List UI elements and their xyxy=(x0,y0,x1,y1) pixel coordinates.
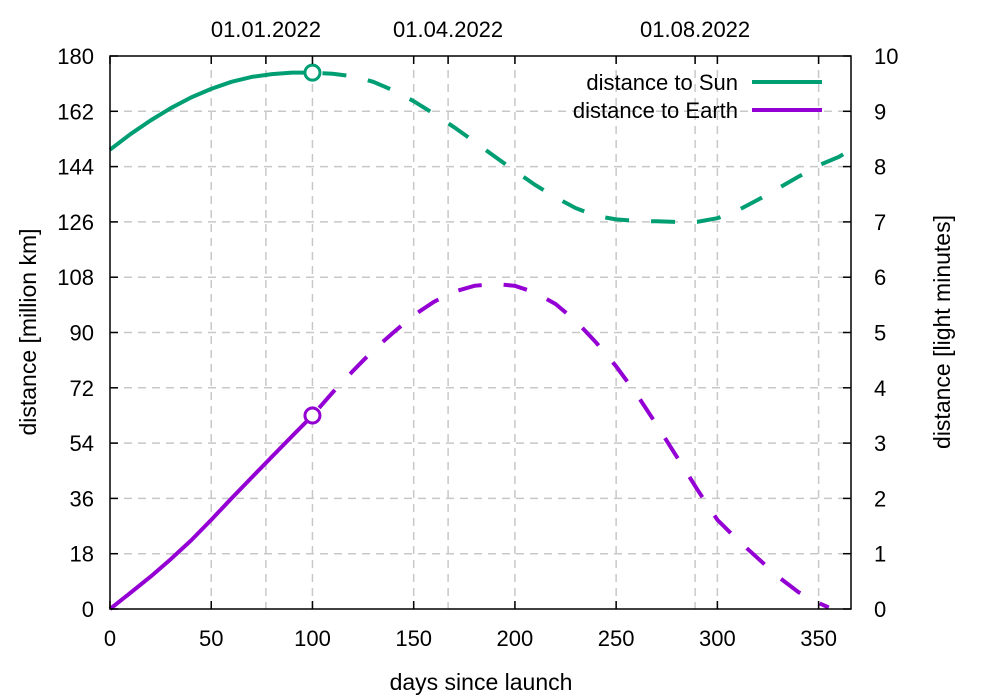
y-tick-labels: 0 18 36 54 72 90 108 126 144 162 180 xyxy=(57,44,94,622)
legend-label-sun: distance to Sun xyxy=(586,70,738,95)
y-tick-label-54: 54 xyxy=(70,431,94,456)
x-tick-label-350: 350 xyxy=(800,626,837,651)
series-line-solid-sun xyxy=(108,70,313,152)
y2-tick-label-5: 5 xyxy=(874,321,886,346)
y-tick-label-144: 144 xyxy=(57,155,94,180)
x-tick-label-300: 300 xyxy=(699,626,736,651)
y2-tick-label-10: 10 xyxy=(874,44,898,69)
x-tick-label-50: 50 xyxy=(199,626,223,651)
tick-marks xyxy=(109,55,851,610)
y2-tick-label-4: 4 xyxy=(874,376,886,401)
date-tick-labels: 01.01.2022 01.04.2022 01.08.2022 xyxy=(211,17,750,42)
y2-tick-label-1: 1 xyxy=(874,542,886,567)
series-line-dashed-earth xyxy=(310,281,830,610)
date-tick-label-289: 01.08.2022 xyxy=(640,17,750,42)
x-tick-label-150: 150 xyxy=(395,626,432,651)
x-tick-label-200: 200 xyxy=(497,626,534,651)
y2-axis-title: distance [light minutes] xyxy=(929,215,955,449)
y2-tick-label-8: 8 xyxy=(874,155,886,180)
legend-label-earth: distance to Earth xyxy=(573,98,738,123)
y-tick-label-90: 90 xyxy=(70,321,94,346)
grid xyxy=(110,56,851,609)
x-tick-labels: 0 50 100 150 200 250 300 350 xyxy=(104,626,837,651)
y-tick-label-72: 72 xyxy=(70,376,94,401)
y-tick-label-18: 18 xyxy=(70,542,94,567)
y-tick-label-108: 108 xyxy=(57,265,94,290)
series-marker-sun xyxy=(303,63,322,82)
series-line-solid-earth xyxy=(108,414,314,611)
y2-tick-label-0: 0 xyxy=(874,597,886,622)
y-tick-label-0: 0 xyxy=(82,597,94,622)
date-tick-label-77: 01.01.2022 xyxy=(211,17,321,42)
y2-tick-label-7: 7 xyxy=(874,210,886,235)
x-axis-title: days since launch xyxy=(390,669,573,695)
y-tick-label-126: 126 xyxy=(57,210,94,235)
x-tick-label-250: 250 xyxy=(598,626,635,651)
series-lines xyxy=(108,63,853,611)
y2-tick-label-3: 3 xyxy=(874,431,886,456)
x-tick-label-100: 100 xyxy=(294,626,331,651)
legend: distance to Sun distance to Earth xyxy=(573,70,822,123)
y-tick-label-36: 36 xyxy=(70,486,94,511)
series-marker-earth xyxy=(303,406,322,425)
y2-tick-label-9: 9 xyxy=(874,99,886,124)
y-tick-label-180: 180 xyxy=(57,44,94,69)
y2-tick-label-2: 2 xyxy=(874,486,886,511)
date-tick-label-167: 01.04.2022 xyxy=(393,17,503,42)
y2-tick-labels: 0 1 2 3 4 5 6 7 8 9 10 xyxy=(874,44,898,622)
x-tick-label-0: 0 xyxy=(104,626,116,651)
y-tick-label-162: 162 xyxy=(57,99,94,124)
y-axis-title: distance [million km] xyxy=(15,228,41,435)
series-line-dashed-sun xyxy=(312,70,853,224)
y2-tick-label-6: 6 xyxy=(874,265,886,290)
